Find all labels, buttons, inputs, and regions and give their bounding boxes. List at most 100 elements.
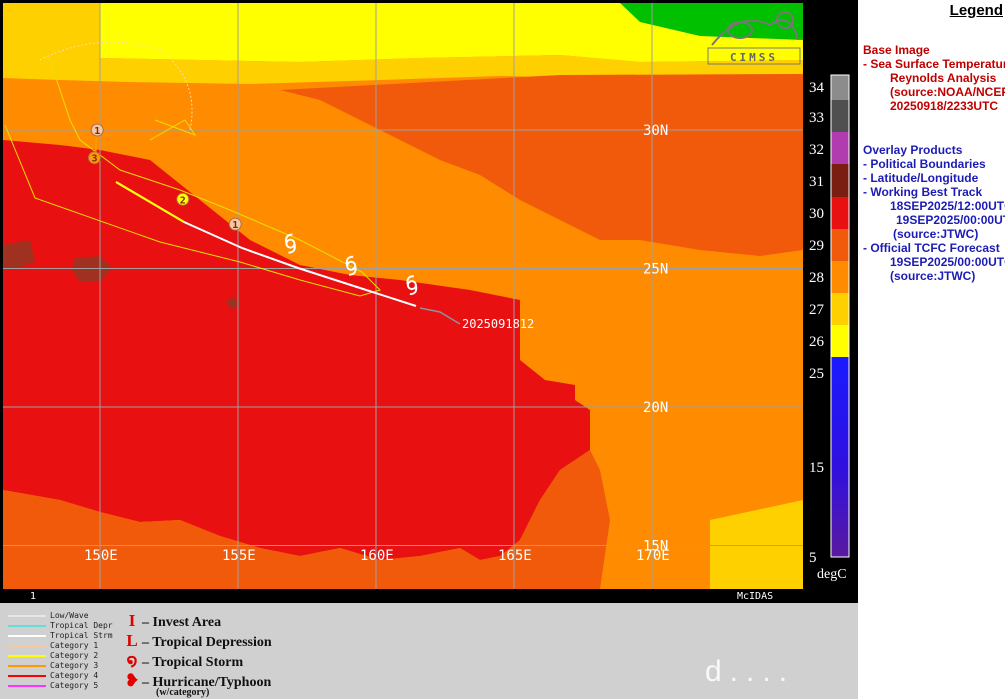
base-image-sub1: Reynolds Analysis bbox=[890, 71, 997, 85]
colorbar-label: 28 bbox=[809, 270, 824, 286]
longitude-label: 150E bbox=[84, 548, 118, 564]
latitude-label: 25N bbox=[643, 262, 668, 278]
key-line-swatch bbox=[8, 655, 46, 657]
key-symbol-glyph-icon: L bbox=[126, 631, 138, 650]
key-line-swatch bbox=[8, 685, 46, 687]
sst-field-27c-north bbox=[3, 3, 803, 84]
colorbar-swatch bbox=[831, 293, 849, 325]
sst-map[interactable]: 1 2 1 3 30N 25N 20N 15N 150E 155E 160E 165E 170E 2… bbox=[0, 0, 806, 603]
sst-field-31c-dot bbox=[226, 296, 240, 310]
colorbar-swatch bbox=[831, 132, 849, 164]
sst-field-29c-south bbox=[3, 450, 610, 589]
colorbar-swatch bbox=[831, 261, 849, 293]
track-time-label: 2025091812 bbox=[462, 317, 534, 331]
track-point-tropical-storm bbox=[345, 255, 357, 276]
overlay-best-track-sub2: 19SEP2025/00:00UT bbox=[896, 213, 1005, 227]
lat-lon-grid bbox=[3, 3, 803, 589]
track-point-label: 1 bbox=[94, 126, 100, 137]
colorbar-label: 32 bbox=[809, 142, 824, 158]
latitude-label: 20N bbox=[643, 400, 668, 416]
colorbar-swatch bbox=[831, 164, 849, 197]
mcidas-label: McIDAS bbox=[737, 591, 773, 602]
key-line-label: Tropical Strm bbox=[50, 631, 113, 640]
colorbar-cool-swatch bbox=[831, 357, 849, 557]
key-line-swatch bbox=[8, 635, 46, 637]
track-point-label: 1 bbox=[232, 220, 238, 231]
colorbar-unit: degC bbox=[817, 567, 847, 582]
latitude-label: 15N bbox=[643, 539, 668, 555]
key-symbol-label: – Invest Area bbox=[142, 615, 222, 630]
colorbar-swatch bbox=[831, 197, 849, 229]
overlay-best-track-sub3: (source:JTWC) bbox=[893, 227, 979, 241]
key-symbol-label: – Tropical Storm bbox=[142, 655, 244, 670]
key-line-label: Category 4 bbox=[50, 671, 99, 680]
key-line-label: Low/Wave bbox=[50, 611, 89, 620]
key-line-label: Category 5 bbox=[50, 681, 99, 690]
overlay-tcfc: - Official TCFC Forecast bbox=[863, 241, 1000, 255]
key-line-swatch bbox=[8, 615, 46, 617]
base-image-sub2: (source:NOAA/NCEP bbox=[890, 85, 1005, 99]
overlay-best-track-sub1: 18SEP2025/12:00UTC bbox=[890, 199, 1005, 213]
track-point-label: 2 bbox=[180, 195, 186, 206]
track-key-panel: Low/Wave Tropical Depr Tropical Strm Catego… bbox=[0, 603, 858, 699]
temperature-colorbar: 34 33 32 31 30 29 28 27 26 25 15 5 degC bbox=[806, 0, 858, 603]
colorbar-swatch bbox=[831, 100, 849, 132]
key-line-label: Category 3 bbox=[50, 661, 99, 670]
overlay-tcfc-sub1: 19SEP2025/00:00UTC bbox=[890, 255, 1005, 269]
colorbar-swatch bbox=[831, 229, 849, 261]
sst-field-27c-se bbox=[710, 500, 803, 589]
track-point-category-3: 3 bbox=[87, 151, 101, 165]
track-symbols: 1 2 1 3 bbox=[87, 123, 418, 296]
key-symbol-glyph-icon: ໑ bbox=[126, 651, 138, 670]
cimss-logo: CIMSS bbox=[707, 11, 801, 65]
track-point-category-2: 2 bbox=[176, 192, 190, 206]
key-symbol-row: ❥ – Hurricane/Typhoon bbox=[122, 671, 271, 691]
blurred-watermark: d.... bbox=[705, 655, 796, 688]
colorbar-swatches bbox=[830, 74, 850, 558]
base-image-sub3: 20250918/2233UTC bbox=[890, 99, 999, 113]
colorbar-label: 26 bbox=[809, 334, 825, 350]
colorbar-label: 5 bbox=[809, 550, 817, 566]
forecast-cone bbox=[4, 54, 381, 297]
sst-field-25c bbox=[620, 3, 803, 40]
colorbar-canvas: 34 33 32 31 30 29 28 27 26 25 15 5 degC bbox=[809, 74, 850, 582]
key-line-label: Tropical Depr bbox=[50, 621, 113, 630]
sst-field-31c-west bbox=[3, 240, 35, 270]
colorbar-label: 34 bbox=[809, 80, 825, 96]
frame-strip bbox=[3, 589, 803, 601]
key-symbol-label: – Tropical Depression bbox=[142, 635, 272, 650]
overlay-best-track: - Working Best Track bbox=[863, 185, 983, 199]
colorbar-labels: 34 33 32 31 30 29 28 27 26 25 15 5 bbox=[809, 80, 825, 566]
key-symbol-label: – Hurricane/Typhoon bbox=[142, 675, 272, 690]
base-image-item: - Sea Surface Temperature bbox=[863, 57, 1005, 71]
colorbar-label: 25 bbox=[809, 366, 824, 382]
symbol-key-subnote: (w/category) bbox=[156, 687, 210, 698]
sst-field-30c bbox=[3, 140, 590, 560]
track-point-category-1: 1 bbox=[228, 217, 242, 231]
longitude-labels: 150E 155E 160E 165E 170E bbox=[84, 548, 670, 564]
legend-panel: Legend Base Image - Sea Surface Temperat… bbox=[858, 0, 1005, 603]
latitude-label: 30N bbox=[643, 123, 668, 139]
colorbar-label: 31 bbox=[809, 174, 824, 190]
key-symbol-glyph-icon: I bbox=[128, 611, 136, 630]
longitude-label: 170E bbox=[636, 548, 670, 564]
forecast-track-cat2-line bbox=[115, 181, 185, 223]
sst-field-29c-ne bbox=[280, 74, 803, 256]
sst-map-canvas[interactable]: 1 2 1 3 30N 25N 20N 15N 150E 155E 160E 165E 170E 2… bbox=[0, 0, 806, 603]
key-symbol-glyph-icon: ❥ bbox=[124, 671, 140, 690]
longitude-label: 165E bbox=[498, 548, 532, 564]
frame-number: 1 bbox=[30, 591, 36, 602]
key-line-label: Category 2 bbox=[50, 651, 99, 660]
colorbar-label: 33 bbox=[809, 110, 824, 126]
track-point-category-1: 1 bbox=[90, 123, 104, 137]
cimss-logo-text: CIMSS bbox=[730, 51, 778, 64]
key-line-swatch bbox=[8, 645, 46, 647]
track-point-tropical-storm bbox=[285, 233, 296, 254]
colorbar-label: 15 bbox=[809, 460, 824, 476]
colorbar-label: 29 bbox=[809, 238, 824, 254]
key-symbol-row: I – Invest Area bbox=[122, 611, 221, 631]
latitude-labels: 30N 25N 20N 15N bbox=[643, 123, 668, 555]
key-symbol-row: L – Tropical Depression bbox=[122, 631, 272, 651]
key-line-label: Category 1 bbox=[50, 641, 99, 650]
colorbar-swatch bbox=[831, 325, 849, 357]
